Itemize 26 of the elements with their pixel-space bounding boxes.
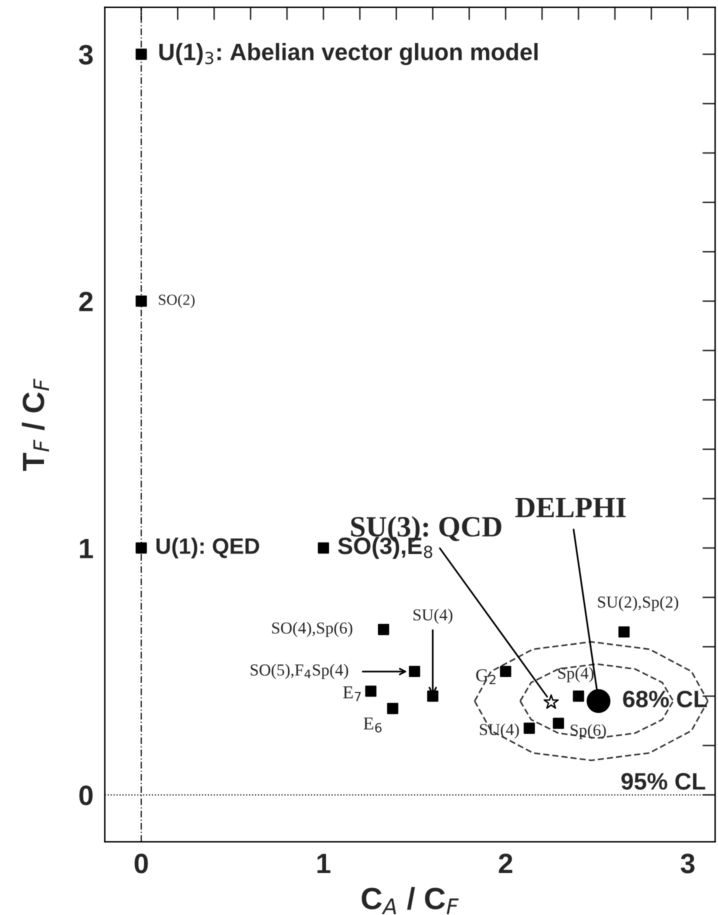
annotation: 95% CL: [621, 773, 706, 790]
annotation: SU(2),Sp(2): [598, 596, 678, 612]
x-tick-label: 0: [134, 854, 148, 874]
annotation: Sp(6): [570, 724, 606, 740]
annotation: DELPHI: [515, 498, 626, 518]
x-tick-label: 3: [680, 854, 695, 874]
y-tick-label: 3: [78, 44, 93, 65]
annotation: SU(4): [413, 608, 452, 624]
x-tick-label: 2: [498, 854, 512, 874]
annotation: SO(4),Sp(6): [272, 622, 352, 638]
y-axis-title: T$_{F}$ / C$_{F}$: [22, 378, 49, 471]
annotation: SU(4): [480, 723, 519, 739]
y-tick-label: 2: [79, 292, 93, 312]
annotation: 68% CL: [623, 690, 707, 708]
x-tick-label: 1: [317, 854, 330, 874]
annotation: U(1)$_{3}$: Abelian vector gluon model: [159, 43, 538, 66]
y-tick-label: 0: [79, 786, 93, 806]
annotation: G$_{2}$: [476, 669, 496, 684]
annotation: SO(5),F$_{4}$Sp(4): [250, 664, 348, 680]
annotation: E$_{6}$: [364, 718, 382, 733]
annotation: SO(2): [158, 294, 195, 308]
annotation: Sp(4): [558, 667, 594, 682]
annotation: E$_{7}$: [343, 686, 361, 702]
y-tick-label: 1: [80, 538, 93, 558]
annotation: U(1): QED: [156, 538, 260, 558]
x-axis-title: C$_{A}$ / C$_{F}$: [362, 886, 459, 914]
